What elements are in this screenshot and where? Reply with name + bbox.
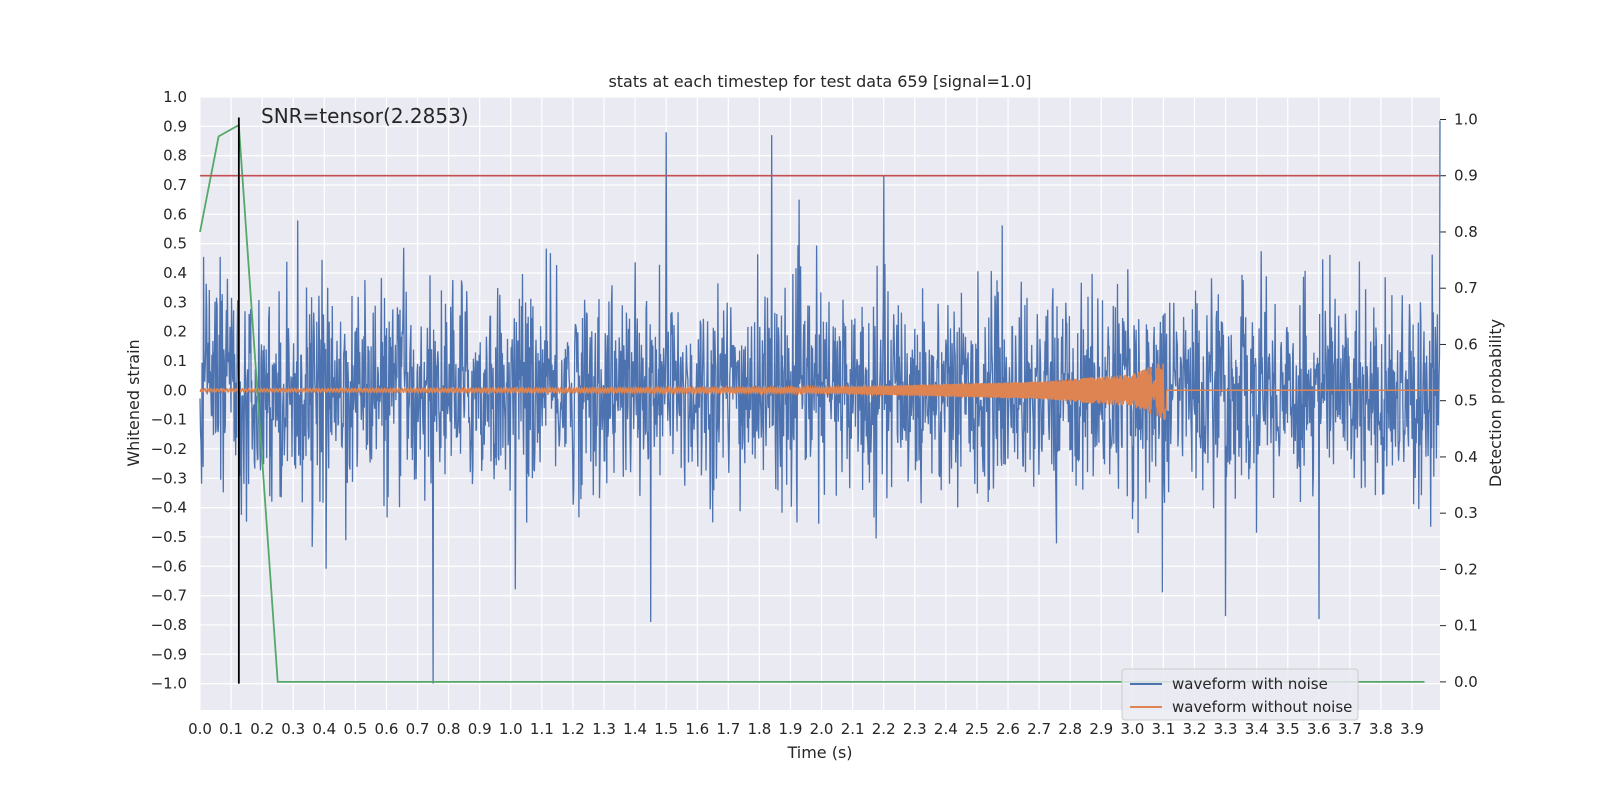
x-tick-label: 3.0 (1120, 720, 1144, 738)
x-tick-label: 0.8 (437, 720, 461, 738)
y-tick-label: 0.4 (163, 264, 187, 282)
y-tick-label: −0.7 (151, 587, 187, 605)
y-tick-label: 0.1 (163, 352, 187, 370)
y-tick-label: 0.6 (163, 205, 187, 223)
x-tick-label: 3.4 (1245, 720, 1269, 738)
x-tick-label: 0.6 (375, 720, 399, 738)
snr-annotation: SNR=tensor(2.2853) (261, 104, 469, 128)
series-waveform-without-noise (199, 363, 1440, 420)
x-tick-label: 0.2 (250, 720, 274, 738)
legend: waveform with noise waveform without noi… (1121, 668, 1359, 721)
x-tick-label: 3.5 (1276, 720, 1300, 738)
x-tick-label: 1.9 (779, 720, 803, 738)
y-tick-label: −0.3 (151, 469, 187, 487)
y-axis-label: Whitened strain (124, 339, 143, 466)
x-tick-label: 3.9 (1400, 720, 1424, 738)
x-tick-label: 1.1 (530, 720, 554, 738)
x-tick-label: 0.0 (188, 720, 212, 738)
y-tick-label: 0.9 (163, 117, 187, 135)
x-tick-label: 1.8 (747, 720, 771, 738)
x-tick-label: 0.3 (281, 720, 305, 738)
y2-tick-label: 0.7 (1454, 279, 1478, 297)
x-tick-label: 1.0 (499, 720, 523, 738)
x-tick-label: 2.5 (965, 720, 989, 738)
y-tick-label: −0.1 (151, 411, 187, 429)
y-tick-label: −0.5 (151, 528, 187, 546)
x-tick-label: 2.4 (934, 720, 958, 738)
x-tick-label: 1.5 (654, 720, 678, 738)
legend-label-noise: waveform with noise (1172, 675, 1328, 693)
y-tick-label: −0.9 (151, 645, 187, 663)
x-axis-ticks: 0.0 0.1 0.2 0.3 0.4 0.5 0.6 0.7 0.8 0.9 1.0 1.1 1.2 1… (188, 720, 1424, 738)
y2-tick-label: 0.3 (1454, 504, 1478, 522)
y2-tick-label: 0.8 (1454, 223, 1478, 241)
y2-gridlines (1440, 118, 1446, 683)
y-tick-label: −0.4 (151, 499, 187, 517)
y-tick-label: 1.0 (163, 88, 187, 106)
chart-title: stats at each timestep for test data 659… (608, 72, 1031, 91)
y2-tick-label: 0.4 (1454, 448, 1478, 466)
x-tick-label: 2.1 (841, 720, 865, 738)
x-tick-label: 0.4 (312, 720, 336, 738)
x-tick-label: 2.3 (903, 720, 927, 738)
y-tick-label: −0.2 (151, 440, 187, 458)
y2-tick-label: 0.0 (1454, 673, 1478, 691)
y-tick-label: −0.8 (151, 616, 187, 634)
x-tick-label: 3.7 (1338, 720, 1362, 738)
x-tick-label: 1.6 (685, 720, 709, 738)
x-tick-label: 1.7 (716, 720, 740, 738)
x-tick-label: 1.2 (561, 720, 585, 738)
x-tick-label: 0.1 (219, 720, 243, 738)
y2-tick-label: 0.6 (1454, 335, 1478, 353)
x-tick-label: 0.9 (468, 720, 492, 738)
x-tick-label: 2.2 (872, 720, 896, 738)
y2-tick-label: 0.1 (1454, 617, 1478, 635)
clean-waveform-line (199, 363, 1440, 420)
x-tick-label: 1.3 (592, 720, 616, 738)
y-gridlines (200, 96, 1440, 685)
x-tick-label: 0.5 (343, 720, 367, 738)
y-tick-label: −0.6 (151, 557, 187, 575)
y-tick-label: 0.5 (163, 235, 187, 253)
y-tick-label: 0.8 (163, 147, 187, 165)
y2-tick-label: 1.0 (1454, 110, 1478, 128)
x-tick-label: 1.4 (623, 720, 647, 738)
y-tick-label: 0.0 (163, 381, 187, 399)
y-axis-ticks: 1.0 0.9 0.8 0.7 0.6 0.5 0.4 0.3 0.2 0.1 0.0 −0.1 −0.… (151, 88, 187, 693)
y-tick-label: −1.0 (151, 675, 187, 693)
x-tick-label: 2.9 (1089, 720, 1113, 738)
x-tick-label: 3.8 (1369, 720, 1393, 738)
legend-label-clean: waveform without noise (1172, 698, 1352, 716)
y2-tick-label: 0.2 (1454, 560, 1478, 578)
y-tick-label: 0.2 (163, 323, 187, 341)
legend-box (1121, 668, 1359, 721)
x-tick-label: 2.6 (996, 720, 1020, 738)
x-tick-label: 3.1 (1151, 720, 1175, 738)
y2-axis-ticks: 1.0 0.9 0.8 0.7 0.6 0.5 0.4 0.3 0.2 0.1 0.0 (1454, 110, 1478, 690)
x-tick-label: 3.6 (1307, 720, 1331, 738)
y2-axis-label: Detection probability (1486, 319, 1505, 487)
x-tick-label: 2.0 (810, 720, 834, 738)
x-axis-label: Time (s) (786, 743, 852, 762)
x-tick-label: 3.3 (1214, 720, 1238, 738)
y-tick-label: 0.7 (163, 176, 187, 194)
x-tick-label: 3.2 (1183, 720, 1207, 738)
y2-tick-label: 0.5 (1454, 392, 1478, 410)
y2-tick-label: 0.9 (1454, 167, 1478, 185)
x-tick-label: 2.8 (1058, 720, 1082, 738)
x-tick-label: 0.7 (406, 720, 430, 738)
x-tick-label: 2.7 (1027, 720, 1051, 738)
y-tick-label: 0.3 (163, 293, 187, 311)
